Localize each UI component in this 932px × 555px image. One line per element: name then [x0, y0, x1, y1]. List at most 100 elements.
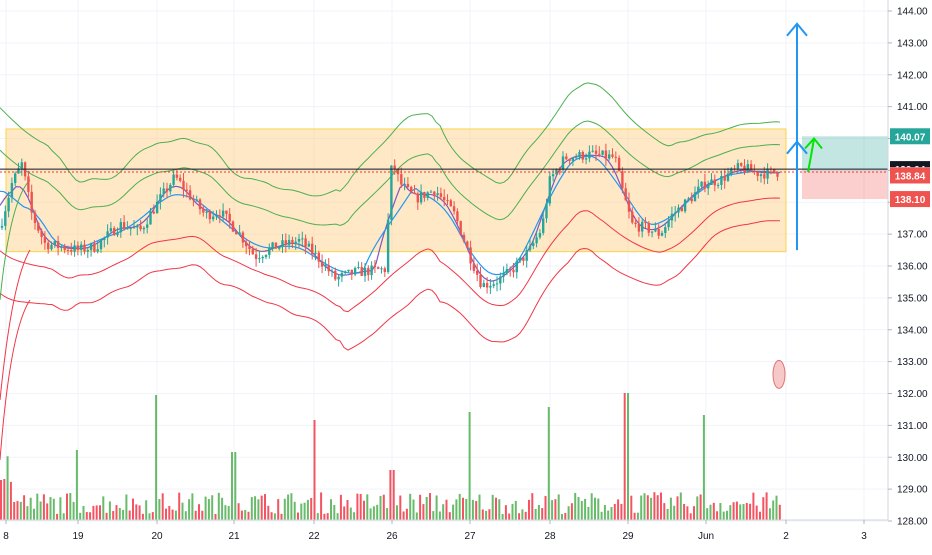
volume-bar — [716, 511, 719, 520]
candle-body — [80, 244, 83, 250]
candle-body — [713, 179, 716, 186]
candle-body — [664, 227, 667, 233]
volume-bar — [425, 496, 428, 520]
volume-bar — [521, 509, 524, 520]
volume-bar — [313, 420, 316, 520]
volume-bar — [438, 511, 441, 520]
candle-body — [324, 265, 327, 267]
candle-body — [291, 239, 294, 245]
volume-bar — [745, 503, 748, 520]
candle-body — [10, 183, 14, 198]
grid-lines — [0, 0, 888, 522]
volume-bar — [735, 501, 738, 520]
candle-body — [495, 283, 499, 285]
candle-body — [17, 168, 20, 174]
volume-bar — [646, 495, 649, 520]
candle-body — [657, 229, 660, 236]
drawn-arrows[interactable] — [786, 22, 823, 251]
volume-bar — [768, 508, 771, 520]
candle-body — [677, 207, 680, 213]
volume-bar — [148, 513, 151, 520]
volume-bar — [567, 506, 570, 520]
candle-body — [736, 163, 740, 169]
candle-body — [14, 173, 17, 184]
time-tick-label: 20 — [151, 531, 163, 542]
candle-body — [258, 258, 261, 260]
candle-body — [221, 210, 225, 217]
volume-bar — [214, 513, 217, 520]
candle-body — [469, 247, 472, 264]
candle-body — [443, 196, 446, 200]
volume-bar — [89, 512, 92, 520]
time-axis[interactable]: 8 19 20 21 22 26 27 28 29 Jun 2 3 — [0, 519, 888, 542]
volume-bar — [719, 503, 722, 520]
position-stop-zone — [802, 170, 888, 200]
candle-body — [525, 250, 528, 261]
volume-bar — [630, 495, 633, 520]
volume-bar — [247, 511, 250, 520]
volume-bar — [264, 494, 266, 520]
volume-bar — [99, 505, 101, 520]
price-axis[interactable]: 144.00143.00142.00141.00140.00139.00138.… — [887, 0, 930, 528]
candle-body — [53, 241, 56, 245]
volume-bar — [607, 510, 610, 520]
volume-bar — [419, 494, 422, 520]
time-tick-label: 22 — [308, 531, 320, 542]
long-position-tool[interactable] — [802, 136, 888, 200]
volume-bar — [643, 493, 646, 520]
volume-bar — [204, 496, 207, 520]
candle-body — [426, 192, 429, 198]
volume-bar — [775, 495, 778, 520]
candle-body — [218, 215, 221, 217]
volume-bar — [752, 492, 755, 520]
volume-bar — [227, 506, 230, 520]
candle-body — [720, 176, 723, 185]
volume-bar — [102, 496, 105, 520]
candle-body — [83, 244, 86, 252]
volume-bar — [26, 506, 29, 520]
candle-body — [327, 265, 330, 272]
candle-body — [4, 211, 7, 226]
volume-bar — [600, 511, 603, 520]
volume-bar — [577, 497, 580, 520]
volume-bar — [320, 492, 323, 520]
candle-body — [311, 243, 314, 254]
candle-body — [205, 211, 208, 213]
volume-bar — [663, 503, 666, 520]
volume-bar — [66, 493, 68, 520]
volume-bar — [442, 504, 445, 520]
candle-body — [106, 231, 109, 238]
candle-body — [716, 184, 720, 186]
candle-body — [683, 199, 687, 212]
candle-body — [545, 203, 548, 219]
candle-body — [241, 232, 245, 243]
candle-body — [759, 174, 763, 177]
ellipse-marker[interactable] — [772, 359, 786, 389]
volume-bar — [415, 512, 418, 520]
candle-body — [344, 271, 347, 273]
volume-bar — [231, 452, 233, 520]
volume-bar — [762, 497, 765, 520]
candle-body — [393, 165, 396, 170]
volume-bar — [85, 512, 88, 520]
candle-body — [304, 238, 307, 247]
volume-bar — [518, 513, 521, 520]
candle-body — [73, 245, 76, 252]
volume-bar — [409, 493, 412, 520]
candle-body — [66, 249, 70, 251]
candlesticks — [0, 143, 779, 295]
candle-body — [136, 225, 139, 228]
volume-bar — [405, 508, 408, 520]
candle-body — [634, 222, 637, 224]
volume-bar — [181, 502, 184, 520]
volume-bar — [432, 511, 435, 520]
volume-bar — [366, 494, 369, 520]
candle-body — [129, 228, 132, 230]
candle-body — [416, 193, 419, 203]
range-box[interactable] — [5, 128, 787, 253]
candle-body — [162, 188, 165, 195]
volume-bar — [234, 452, 237, 520]
candle-body — [281, 240, 284, 247]
